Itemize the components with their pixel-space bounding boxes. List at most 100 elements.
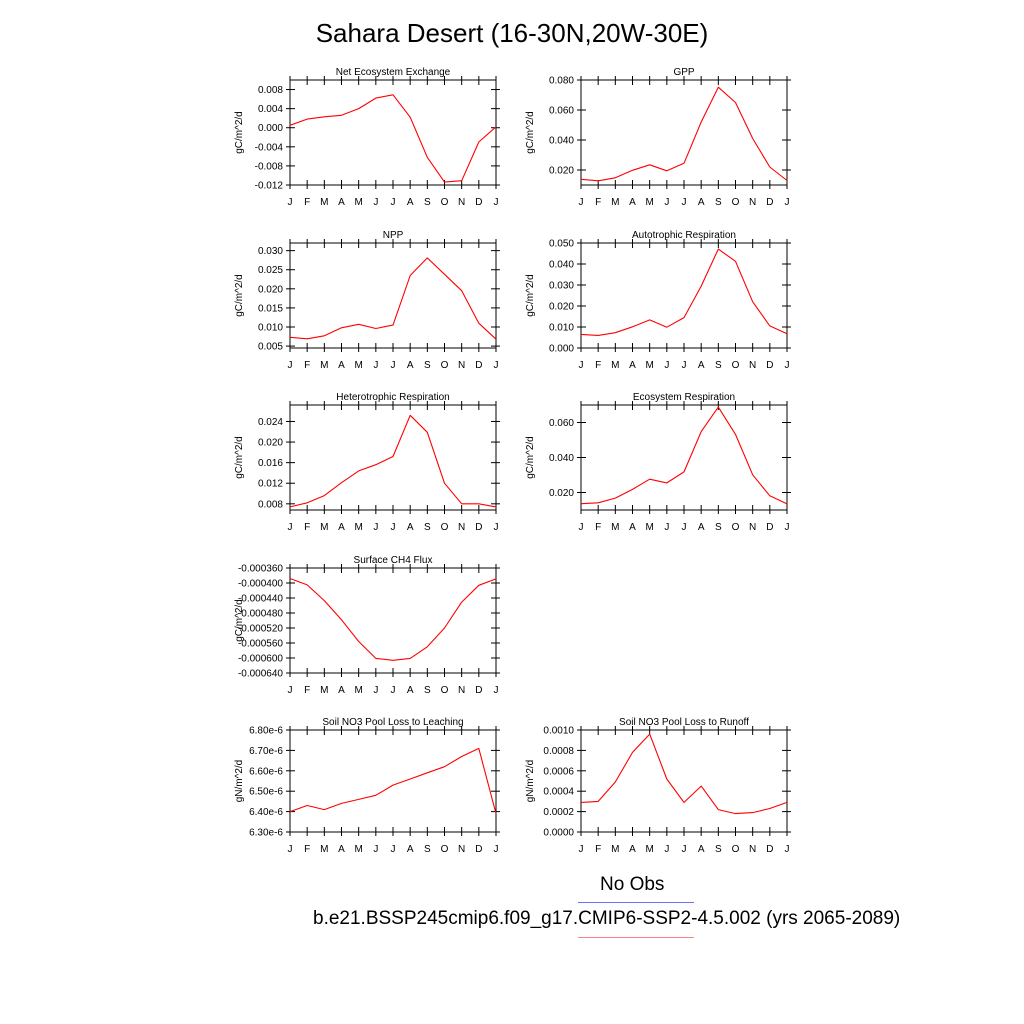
x-tick-label: D bbox=[475, 197, 482, 208]
plot-frame bbox=[289, 79, 497, 186]
y-tick-label: 0.030 bbox=[549, 281, 574, 292]
plot-frame bbox=[580, 79, 788, 186]
y-tick-label: 0.020 bbox=[549, 488, 574, 499]
x-tick-label: A bbox=[338, 360, 345, 371]
y-axis-label: gC/m^2/d bbox=[234, 436, 245, 479]
y-axis-label: gC/m^2/d bbox=[525, 274, 536, 317]
chart-title: Autotrophic Respiration bbox=[632, 230, 736, 241]
plot-frame bbox=[580, 729, 788, 833]
x-tick-label: M bbox=[354, 685, 362, 696]
x-tick-label: M bbox=[645, 844, 653, 855]
legend-model-line bbox=[578, 937, 694, 938]
x-tick-label: M bbox=[611, 522, 619, 533]
chart-title: Net Ecosystem Exchange bbox=[336, 67, 451, 78]
x-tick-label: F bbox=[304, 844, 310, 855]
y-tick-label: 0.016 bbox=[258, 458, 283, 469]
x-tick-label: D bbox=[475, 685, 482, 696]
x-tick-label: A bbox=[338, 522, 345, 533]
chart-title: NPP bbox=[383, 230, 404, 241]
x-tick-label: S bbox=[424, 844, 431, 855]
y-tick-label: 0.024 bbox=[258, 417, 283, 428]
x-tick-label: O bbox=[732, 522, 740, 533]
x-tick-label: J bbox=[391, 685, 396, 696]
plot-frame bbox=[289, 404, 497, 511]
x-tick-label: J bbox=[288, 197, 293, 208]
series-line bbox=[289, 414, 497, 508]
x-tick-label: J bbox=[579, 522, 584, 533]
x-tick-label: A bbox=[407, 522, 414, 533]
series-line bbox=[580, 406, 788, 505]
x-tick-label: M bbox=[611, 197, 619, 208]
x-tick-label: D bbox=[475, 360, 482, 371]
series-line bbox=[580, 733, 788, 815]
y-tick-label: -0.000400 bbox=[238, 579, 283, 590]
x-tick-label: J bbox=[785, 360, 790, 371]
series-line bbox=[580, 248, 788, 336]
x-tick-label: J bbox=[373, 844, 378, 855]
chart-title: Ecosystem Respiration bbox=[633, 392, 735, 403]
x-tick-label: O bbox=[732, 844, 740, 855]
x-tick-label: M bbox=[320, 360, 328, 371]
y-tick-label: 0.000 bbox=[549, 344, 574, 355]
plot-frame bbox=[289, 242, 497, 349]
y-tick-label: 0.020 bbox=[549, 166, 574, 177]
x-tick-label: N bbox=[458, 844, 465, 855]
x-tick-label: J bbox=[579, 197, 584, 208]
legend-obs-line bbox=[578, 902, 694, 903]
x-tick-label: A bbox=[629, 844, 636, 855]
x-tick-label: O bbox=[441, 844, 449, 855]
x-tick-label: D bbox=[475, 844, 482, 855]
y-tick-label: 0.010 bbox=[549, 323, 574, 334]
x-tick-label: N bbox=[458, 685, 465, 696]
x-tick-label: A bbox=[629, 360, 636, 371]
y-tick-label: 0.008 bbox=[258, 85, 283, 96]
y-tick-label: 0.060 bbox=[549, 106, 574, 117]
x-tick-label: A bbox=[407, 685, 414, 696]
y-tick-label: 0.060 bbox=[549, 418, 574, 429]
x-tick-label: J bbox=[373, 685, 378, 696]
plot-frame bbox=[289, 567, 497, 674]
y-axis-label: gN/m^2/d bbox=[234, 760, 245, 803]
x-tick-label: J bbox=[579, 844, 584, 855]
x-tick-label: A bbox=[698, 360, 705, 371]
x-tick-label: M bbox=[354, 360, 362, 371]
y-tick-label: 0.0008 bbox=[543, 746, 574, 757]
x-tick-label: J bbox=[373, 197, 378, 208]
y-tick-label: -0.012 bbox=[255, 181, 284, 192]
x-tick-label: M bbox=[320, 197, 328, 208]
main-title: Sahara Desert (16-30N,20W-30E) bbox=[315, 18, 709, 48]
y-tick-label: 6.70e-6 bbox=[249, 746, 283, 757]
x-tick-label: S bbox=[424, 685, 431, 696]
y-tick-label: 0.0002 bbox=[543, 807, 574, 818]
x-tick-label: O bbox=[441, 522, 449, 533]
x-tick-label: J bbox=[373, 360, 378, 371]
chart-title: Soil NO3 Pool Loss to Runoff bbox=[619, 717, 749, 728]
y-tick-label: 0.004 bbox=[258, 104, 283, 115]
x-tick-label: D bbox=[766, 197, 773, 208]
plot-frame bbox=[580, 404, 788, 511]
x-tick-label: N bbox=[749, 360, 756, 371]
legend-model-label: b.e21.BSSP245cmip6.f09_g17.CMIP6-SSP2-4.… bbox=[313, 908, 901, 929]
y-tick-label: 6.60e-6 bbox=[249, 766, 283, 777]
x-tick-label: A bbox=[338, 197, 345, 208]
x-tick-label: J bbox=[664, 197, 669, 208]
x-tick-label: S bbox=[424, 360, 431, 371]
y-tick-label: -0.000600 bbox=[238, 654, 283, 665]
x-tick-label: M bbox=[320, 685, 328, 696]
y-tick-label: 0.0000 bbox=[543, 828, 574, 839]
y-axis-label: gN/m^2/d bbox=[525, 760, 536, 803]
y-tick-label: 0.050 bbox=[549, 239, 574, 250]
x-tick-label: J bbox=[494, 522, 499, 533]
x-tick-label: A bbox=[338, 844, 345, 855]
x-tick-label: N bbox=[749, 844, 756, 855]
chart-title: Soil NO3 Pool Loss to Leaching bbox=[322, 717, 463, 728]
y-tick-label: 0.012 bbox=[258, 479, 283, 490]
x-tick-label: A bbox=[698, 844, 705, 855]
x-tick-label: M bbox=[354, 197, 362, 208]
x-tick-label: A bbox=[407, 360, 414, 371]
y-axis-label: gC/m^2/d bbox=[525, 436, 536, 479]
